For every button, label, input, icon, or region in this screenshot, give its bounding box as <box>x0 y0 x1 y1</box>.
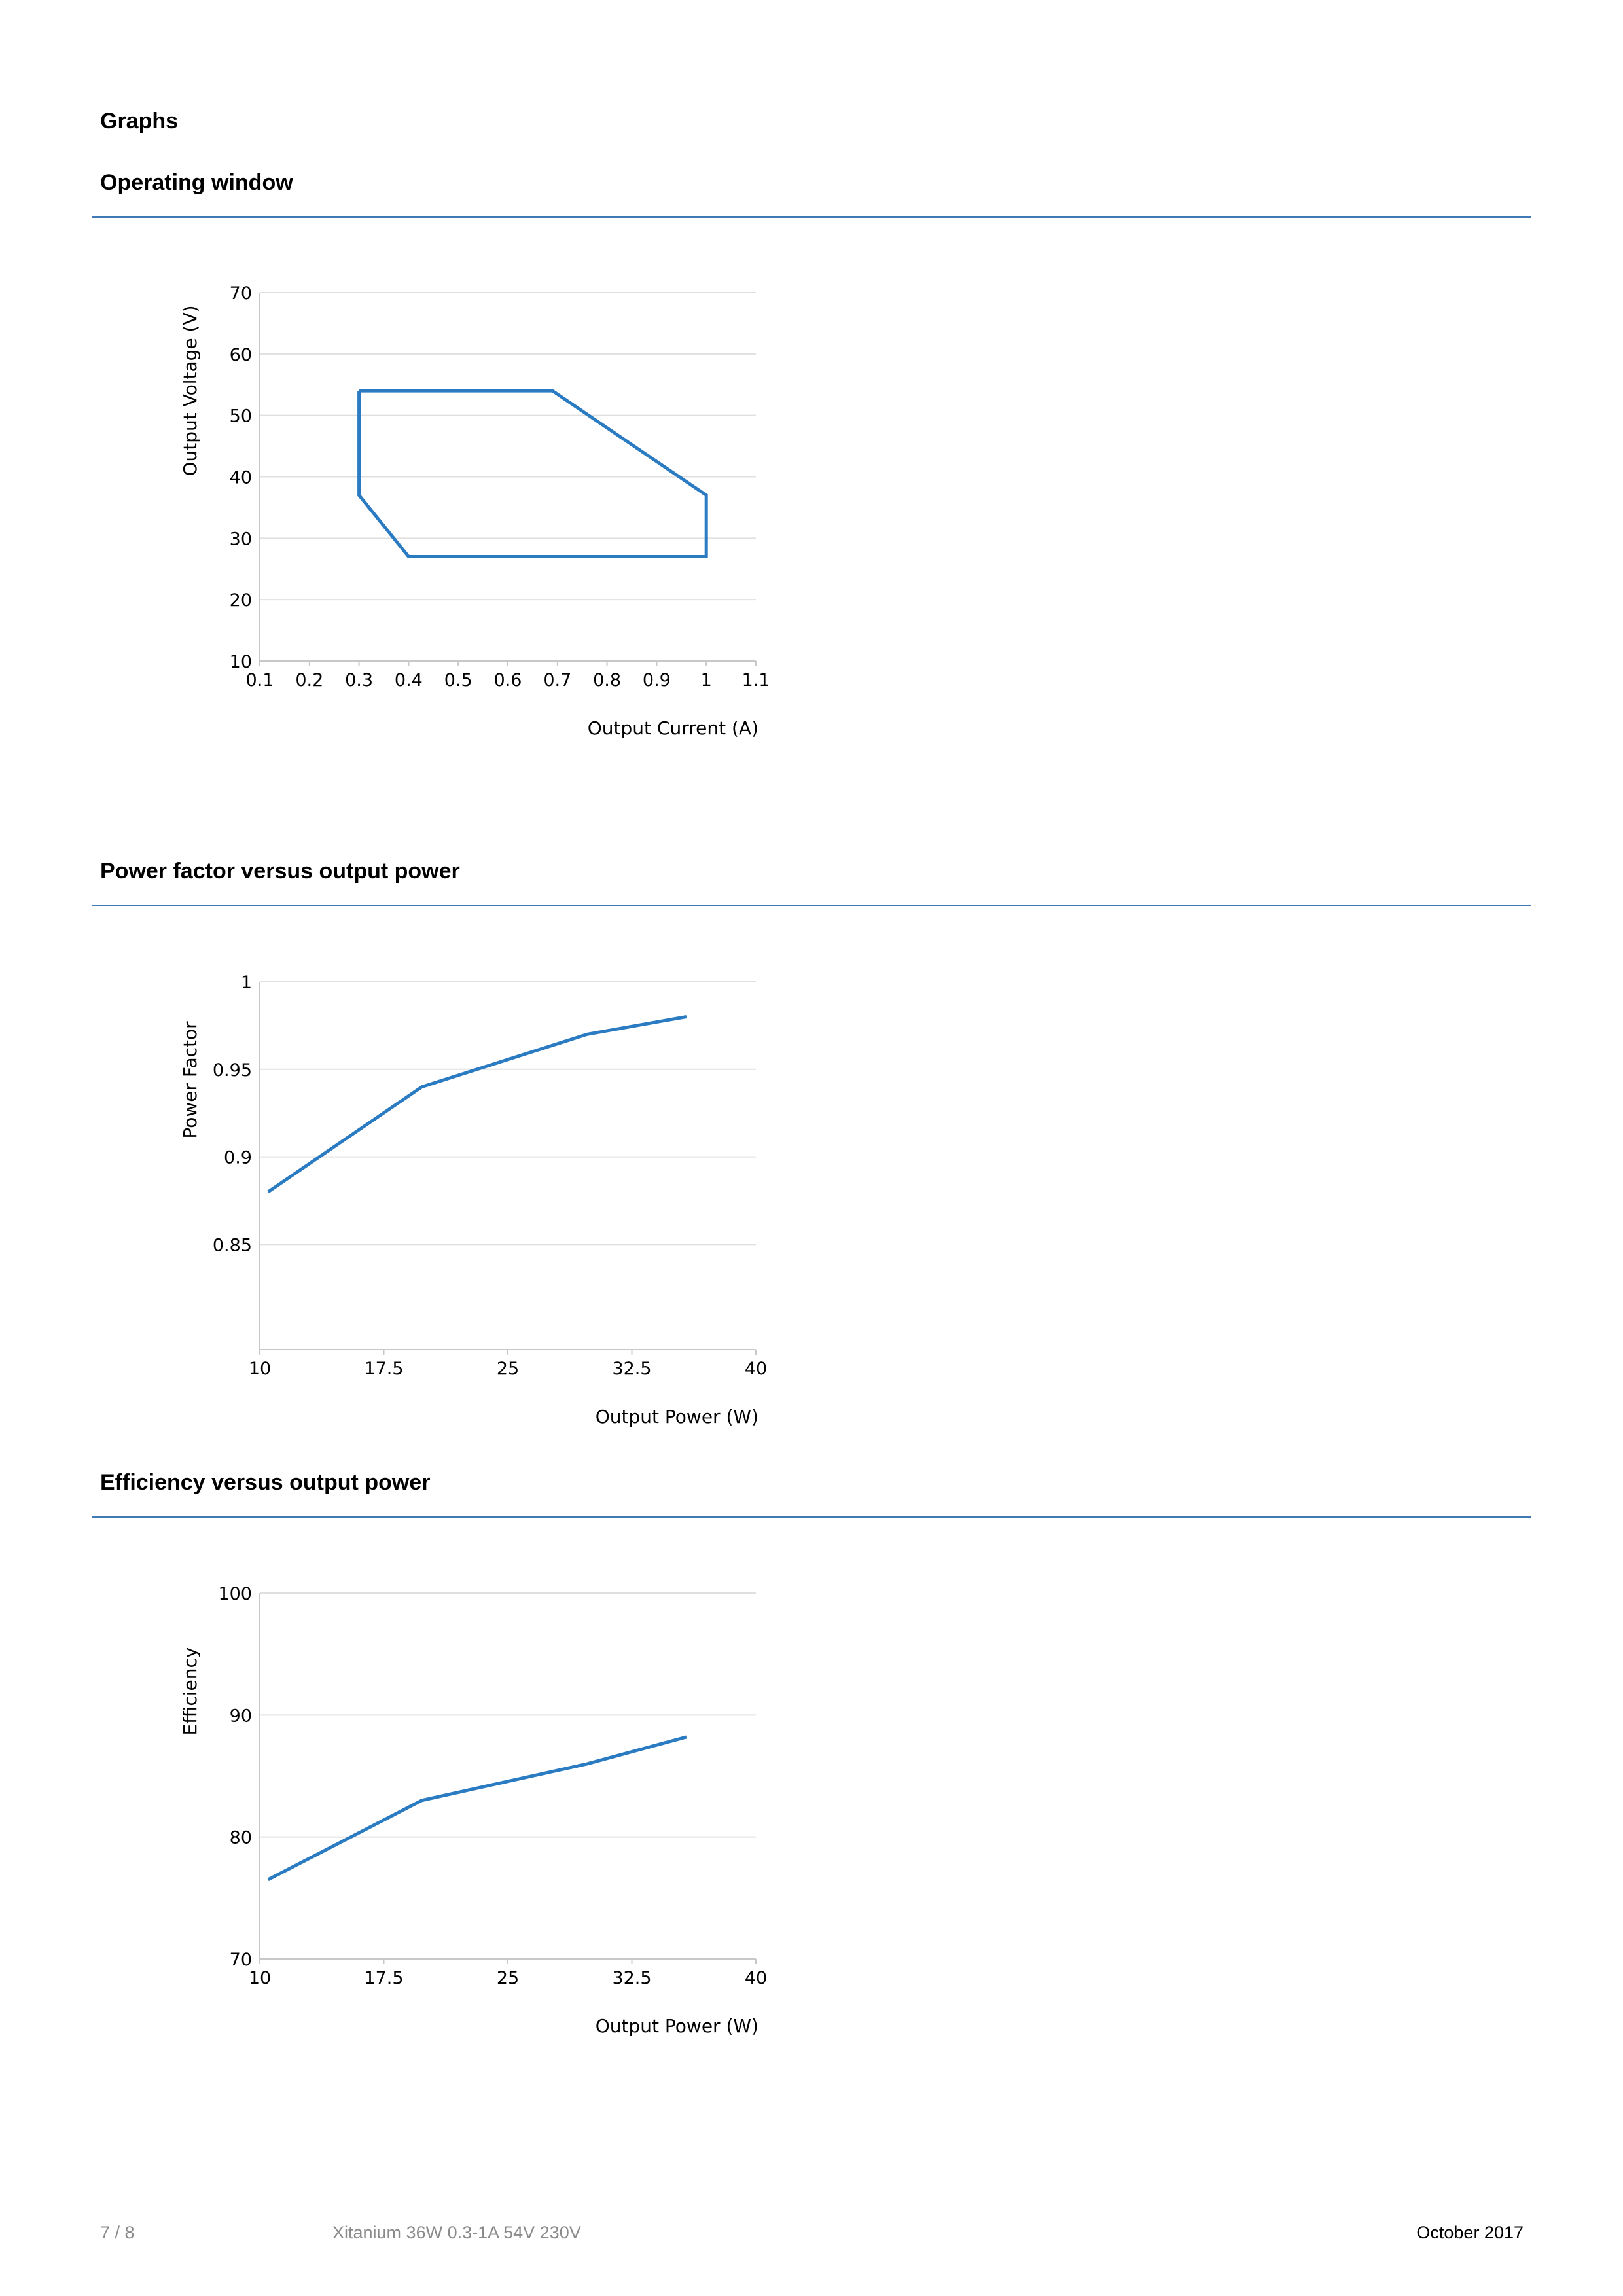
y-tick-label: 0.95 <box>213 1060 252 1081</box>
x-tick-label: 1 <box>701 670 712 691</box>
x-tick-label: 17.5 <box>364 1359 403 1379</box>
efficiency-chart: 70 80 90 100 10 17.5 25 32.5 40 Output Power (W) E… <box>179 1584 767 2037</box>
operating-window-chart: 10 20 30 40 50 60 70 0.1 0.2 0.3 0.4 0.5 0.6 0.7 0.8 0.… <box>179 283 770 739</box>
section-divider <box>92 216 1531 218</box>
y-tick-label: 20 <box>230 590 252 611</box>
series-line <box>357 389 708 558</box>
footer-date: October 2017 <box>1416 2223 1524 2242</box>
section-title-power-factor: Power factor versus output power <box>100 859 460 884</box>
power-factor-chart: 0.85 0.9 0.95 1 10 17.5 25 32.5 40 Output Power (… <box>179 973 767 1427</box>
y-tick-label: 0.85 <box>213 1235 252 1255</box>
x-tick-label: 10 <box>249 1359 271 1379</box>
x-axis-title: Output Power (W) <box>596 2015 758 2037</box>
y-tick-label: 0.9 <box>224 1148 252 1168</box>
y-tick-label: 60 <box>230 345 252 365</box>
footer-page-number: 7 / 8 <box>100 2223 135 2242</box>
x-tick-label: 0.3 <box>345 670 373 691</box>
y-axis-title: Output Voltage (V) <box>179 305 201 476</box>
x-axis-title: Output Power (W) <box>596 1406 758 1427</box>
x-axis-title: Output Current (A) <box>588 717 758 739</box>
x-tick-label: 0.8 <box>593 670 621 691</box>
x-tick-label: 0.9 <box>643 670 671 691</box>
x-tick-label: 32.5 <box>612 1359 651 1379</box>
x-tick-label: 25 <box>497 1968 519 1988</box>
x-tick-label: 0.2 <box>295 670 323 691</box>
x-tick-label: 40 <box>745 1359 767 1379</box>
y-tick-label: 100 <box>218 1584 252 1604</box>
x-tick-label: 0.7 <box>543 670 571 691</box>
section-title-efficiency: Efficiency versus output power <box>100 1470 431 1495</box>
y-axis-title: Power Factor <box>179 1021 201 1139</box>
x-tick-label: 0.5 <box>444 670 473 691</box>
y-tick-label: 80 <box>230 1828 252 1848</box>
series-line <box>267 1735 687 1882</box>
section-divider <box>92 905 1531 906</box>
x-tick-label: 10 <box>249 1968 271 1988</box>
x-tick-label: 0.4 <box>395 670 423 691</box>
x-tick-label: 1.1 <box>742 670 770 691</box>
x-tick-label: 0.1 <box>246 670 274 691</box>
x-tick-label: 40 <box>745 1968 767 1988</box>
y-tick-label: 10 <box>230 652 252 672</box>
footer-product-name: Xitanium 36W 0.3-1A 54V 230V <box>332 2223 581 2242</box>
section-title-operating-window: Operating window <box>100 170 293 195</box>
section-divider <box>92 1516 1531 1518</box>
x-tick-label: 25 <box>497 1359 519 1379</box>
y-tick-label: 30 <box>230 529 252 549</box>
y-tick-label: 50 <box>230 406 252 427</box>
y-tick-label: 70 <box>230 1950 252 1970</box>
y-tick-label: 1 <box>241 973 252 993</box>
y-tick-label: 40 <box>230 468 252 488</box>
series-line <box>267 1015 687 1194</box>
x-tick-label: 17.5 <box>364 1968 403 1988</box>
y-axis-title: Efficiency <box>179 1647 201 1736</box>
y-tick-label: 90 <box>230 1706 252 1726</box>
x-tick-label: 32.5 <box>612 1968 651 1988</box>
y-tick-label: 70 <box>230 283 252 304</box>
page-heading: Graphs <box>100 109 179 134</box>
x-tick-label: 0.6 <box>494 670 522 691</box>
